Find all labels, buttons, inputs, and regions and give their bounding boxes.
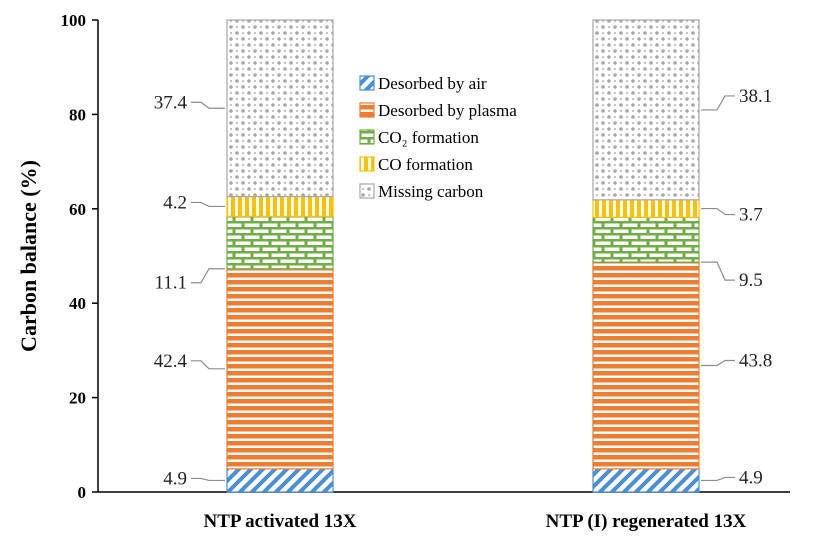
data-label-leader: [701, 207, 735, 216]
bar-segment: [592, 19, 700, 201]
bar-segment: [592, 468, 700, 493]
data-label-leader: [701, 359, 735, 367]
legend-swatch: [359, 129, 375, 145]
legend-swatch: [359, 75, 375, 91]
bar-segment: [226, 215, 334, 270]
bar-segment: [226, 195, 334, 217]
data-label-leader: [191, 268, 225, 284]
data-label-leader: [191, 101, 225, 109]
y-axis-title: Carbon balance (%): [16, 160, 41, 352]
data-label: 38.1: [739, 86, 772, 107]
legend-swatch: [359, 183, 375, 199]
legend-swatch: [359, 156, 375, 172]
legend-label: CO₂ formation: [378, 128, 479, 147]
bar-segment: [226, 19, 334, 198]
data-label: 9.5: [739, 270, 763, 291]
data-label: 4.9: [739, 467, 763, 488]
data-label-leader: [191, 201, 225, 208]
data-label-leader: [191, 477, 225, 482]
data-label: 3.7: [739, 205, 763, 226]
legend-label: Desorbed by air: [378, 74, 487, 93]
bar-segment: [226, 268, 334, 470]
y-tick-label: 80: [69, 105, 86, 124]
y-tick-label: 40: [69, 294, 86, 313]
bar-segment: [592, 199, 700, 218]
bar-segment: [592, 216, 700, 263]
bar-segment: [592, 261, 700, 470]
data-label-leader: [701, 261, 735, 281]
data-label-leader: [701, 95, 735, 111]
y-tick-label: 0: [78, 483, 87, 502]
x-category-label: NTP (I) regenerated 13X: [546, 511, 747, 532]
data-label: 43.8: [739, 351, 772, 372]
x-category-label: NTP activated 13X: [203, 511, 356, 532]
data-label: 11.1: [154, 273, 187, 294]
y-tick-label: 60: [69, 200, 86, 219]
y-tick-label: 100: [61, 11, 87, 30]
data-label: 37.4: [154, 92, 188, 113]
legend-label: Desorbed by plasma: [378, 101, 517, 120]
legend-label: CO formation: [378, 155, 473, 174]
data-label: 42.4: [154, 351, 188, 372]
legend-swatch: [359, 102, 375, 118]
legend-label: Missing carbon: [378, 182, 484, 201]
data-label-leader: [191, 360, 225, 370]
data-label: 4.2: [163, 192, 187, 213]
bar-segment: [226, 468, 334, 493]
data-label-leader: [701, 476, 735, 482]
data-label: 4.9: [163, 468, 187, 489]
y-tick-label: 20: [69, 389, 86, 408]
